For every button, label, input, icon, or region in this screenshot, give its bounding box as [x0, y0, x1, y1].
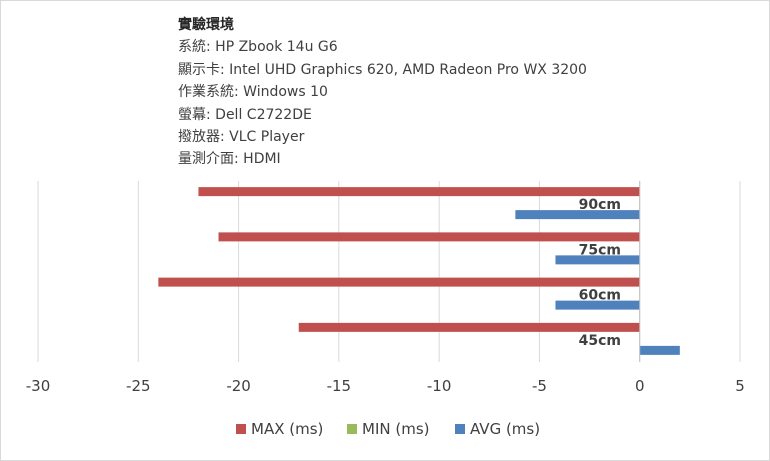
x-tick-label: -15: [327, 377, 352, 395]
x-tick-label: -30: [26, 377, 51, 395]
legend-label: MAX (ms): [251, 420, 323, 438]
x-tick-label: -25: [126, 377, 151, 395]
category-label: 75cm: [579, 242, 621, 258]
info-title: 實驗環境: [178, 17, 234, 33]
environment-info: 實驗環境 系統: HP Zbook 14u G6 顯示卡: Intel UHD …: [178, 14, 587, 171]
x-tick-label: 0: [635, 377, 645, 395]
legend-label: AVG (ms): [470, 420, 540, 438]
x-tick-label: -10: [427, 377, 452, 395]
info-line-graphics: 顯示卡: Intel UHD Graphics 620, AMD Radeon …: [178, 61, 587, 78]
x-tick-labels: -30 -25 -20 -15 -10 -5 0 5: [26, 377, 745, 395]
gridlines: [37, 181, 741, 362]
info-line-player: 撥放器: VLC Player: [178, 129, 305, 146]
bar: [218, 232, 640, 242]
info-line-interface: 量測介面: HDMI: [178, 151, 281, 168]
category-label: 60cm: [579, 288, 621, 304]
x-tick-label: 5: [735, 377, 745, 395]
bar: [198, 187, 640, 197]
legend-swatch: [455, 424, 465, 434]
bar: [555, 255, 640, 265]
bar: [515, 210, 640, 220]
x-tick-label: -5: [532, 377, 547, 395]
bar: [639, 345, 680, 355]
legend: MAX (ms) MIN (ms) AVG (ms): [236, 420, 540, 438]
bar: [298, 322, 640, 332]
category-label: 45cm: [579, 333, 621, 349]
bar: [158, 277, 640, 287]
bars: [158, 181, 680, 362]
legend-swatch: [236, 424, 246, 434]
category-label: 90cm: [579, 197, 621, 213]
x-tick-label: -20: [226, 377, 251, 395]
info-line-system: 系統: HP Zbook 14u G6: [178, 39, 338, 56]
category-labels: 90cm 75cm 60cm 45cm: [579, 197, 621, 349]
bar: [555, 300, 640, 310]
info-line-os: 作業系統: Windows 10: [178, 84, 328, 101]
legend-label: MIN (ms): [362, 420, 430, 438]
legend-swatch: [347, 424, 357, 434]
info-line-monitor: 螢幕: Dell C2722DE: [178, 106, 312, 123]
